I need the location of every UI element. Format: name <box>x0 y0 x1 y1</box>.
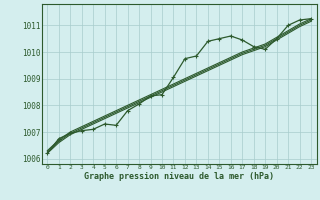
X-axis label: Graphe pression niveau de la mer (hPa): Graphe pression niveau de la mer (hPa) <box>84 172 274 181</box>
